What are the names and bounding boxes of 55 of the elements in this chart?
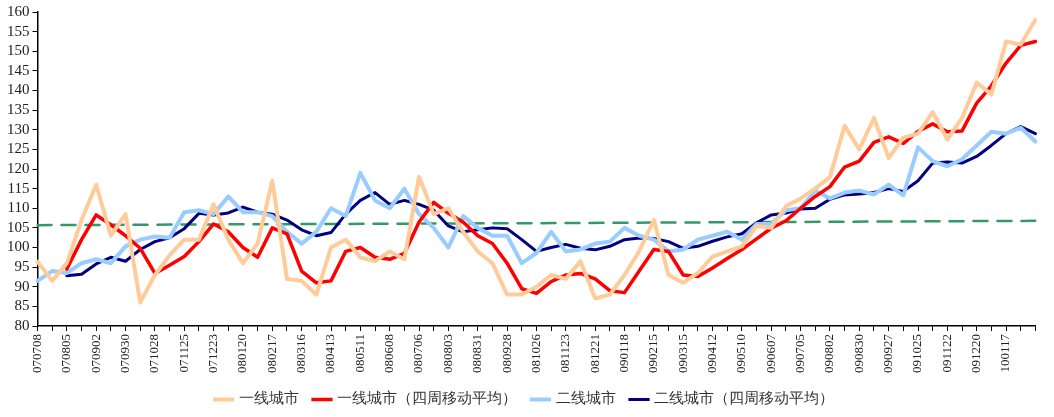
y-tick-label: 105 xyxy=(7,218,30,235)
x-tick-label: 090315 xyxy=(674,334,690,373)
y-tick-label: 155 xyxy=(7,22,30,39)
x-tick-label: 080928 xyxy=(498,334,514,373)
y-tick-label: 145 xyxy=(7,61,30,78)
y-tick-label: 80 xyxy=(14,316,30,333)
legend-label: 一线城市 xyxy=(238,390,299,407)
y-tick-label: 90 xyxy=(14,277,30,294)
x-tick-label: 071125 xyxy=(175,334,191,373)
x-tick-label: 080316 xyxy=(293,333,309,373)
x-tick-label: 090118 xyxy=(615,334,631,373)
x-tick-label: 081026 xyxy=(527,333,543,373)
x-tick-label: 090830 xyxy=(850,334,866,373)
x-tick-label: 090510 xyxy=(733,334,749,373)
y-tick-label: 95 xyxy=(14,258,30,275)
y-tick-label: 130 xyxy=(7,120,30,137)
legend-label: 二线城市（四周移动平均） xyxy=(654,390,834,407)
y-tick-label: 125 xyxy=(7,140,30,157)
x-tick-label: 070805 xyxy=(58,334,74,373)
x-tick-label: 090607 xyxy=(762,333,778,373)
x-tick-label: 091025 xyxy=(909,334,925,373)
x-tick-label: 071223 xyxy=(205,334,221,373)
y-tick-label: 85 xyxy=(14,297,30,314)
x-tick-label: 091220 xyxy=(968,334,984,373)
x-tick-label: 091122 xyxy=(938,334,954,373)
y-tick-label: 110 xyxy=(7,199,30,216)
x-tick-label: 090215 xyxy=(645,334,661,373)
x-tick-label: 081221 xyxy=(586,334,602,373)
y-tick-label: 100 xyxy=(7,238,30,255)
x-tick-label: 090412 xyxy=(703,334,719,373)
y-tick-label: 140 xyxy=(7,81,30,98)
x-tick-label: 100117 xyxy=(997,333,1013,373)
y-tick-label: 120 xyxy=(7,159,30,176)
x-tick-label: 070930 xyxy=(116,334,132,373)
y-tick-label: 150 xyxy=(7,42,30,59)
legend-label: 一线城市（四周移动平均） xyxy=(337,390,517,407)
x-tick-label: 071028 xyxy=(146,334,162,373)
x-tick-label: 090802 xyxy=(821,334,837,373)
y-tick-label: 135 xyxy=(7,101,30,118)
x-tick-label: 090705 xyxy=(792,334,808,373)
x-tick-label: 080831 xyxy=(469,334,485,373)
x-tick-label: 080803 xyxy=(439,334,455,373)
x-tick-label: 070902 xyxy=(87,334,103,373)
y-tick-label: 115 xyxy=(7,179,30,196)
y-tick-label: 160 xyxy=(7,2,30,19)
x-tick-label: 090927 xyxy=(880,333,896,373)
x-tick-label: 080706 xyxy=(410,333,426,373)
x-tick-label: 080511 xyxy=(351,334,367,373)
x-tick-label: 080608 xyxy=(381,334,397,373)
x-tick-label: 070708 xyxy=(28,334,44,373)
legend-label: 二线城市 xyxy=(555,390,616,407)
x-tick-label: 080120 xyxy=(234,334,250,373)
x-tick-label: 080413 xyxy=(322,334,338,373)
x-tick-label: 081123 xyxy=(557,334,573,373)
x-tick-label: 080217 xyxy=(263,333,279,373)
